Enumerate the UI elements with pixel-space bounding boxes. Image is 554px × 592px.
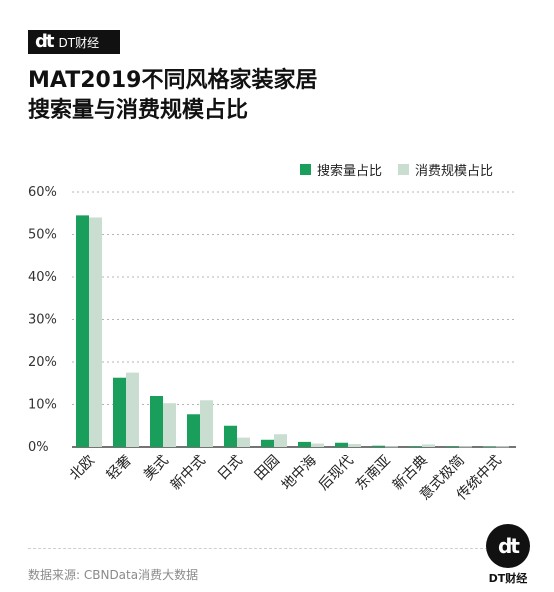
bar-consumption [237,437,250,447]
y-tick-label: 10% [28,398,57,413]
bar-consumption [496,446,509,448]
bar-search [76,215,89,447]
brand-logo: dt DT财经 [28,30,120,54]
x-tick-label: 轻奢 [104,453,135,484]
chart-title-line-2: 搜索量与消费规模占比 [28,98,249,123]
x-tick-label: 美式 [141,453,172,484]
bar-search [224,425,237,447]
legend-label-consumption: 消费规模占比 [415,164,494,179]
y-tick-label: 0% [28,440,49,455]
bar-search [372,445,385,447]
brand-mark: dt [35,31,54,52]
x-tick-label: 田园 [252,453,283,484]
bar-search [187,414,200,447]
legend: 搜索量占比 消费规模占比 [300,160,493,179]
bar-search [483,446,496,448]
bar-consumption [200,400,213,447]
bar-consumption [89,217,102,447]
footer-divider [28,548,498,549]
y-tick-label: 30% [28,313,57,328]
bar-consumption [126,372,139,447]
x-tick-label: 北欧 [67,453,98,484]
bar-search [261,439,274,447]
bar-consumption [459,446,472,448]
x-tick-label: 日式 [215,453,246,484]
bar-search [113,377,126,447]
bar-search [409,446,422,447]
chart-title: MAT2019不同风格家装家居 搜索量与消费规模占比 [28,66,528,126]
badge-logo: dt [486,524,530,568]
y-tick-label: 60% [28,185,57,200]
x-tick-label: 新中式 [168,453,209,494]
bar-search [335,442,348,447]
legend-label-search: 搜索量占比 [317,164,383,179]
x-tick-label: 地中海 [279,453,320,494]
bar-consumption [348,444,361,447]
y-tick-label: 40% [28,270,57,285]
legend-swatch-consumption [398,164,410,175]
bar-consumption [163,403,176,447]
bar-consumption [311,443,324,447]
bar-consumption [422,444,435,447]
y-tick-label: 50% [28,228,57,243]
legend-item-consumption: 消费规模占比 [398,160,493,179]
y-tick-label: 20% [28,355,57,370]
x-tick-label: 东南亚 [353,453,394,494]
bar-search [446,446,459,447]
bar-search [298,441,311,447]
brand-name: DT财经 [58,35,100,50]
chart-title-line-1: MAT2019不同风格家装家居 [28,68,318,93]
x-tick-label: 后现代 [316,453,357,494]
bar-consumption [385,446,398,448]
bar-consumption [274,434,287,447]
bar-search [150,396,163,447]
legend-item-search: 搜索量占比 [300,160,382,179]
data-source: 数据来源: CBNData消费大数据 [28,568,199,582]
badge-name: DT财经 [488,572,528,585]
legend-swatch-search [300,164,311,175]
badge-mark: dt [498,534,520,558]
